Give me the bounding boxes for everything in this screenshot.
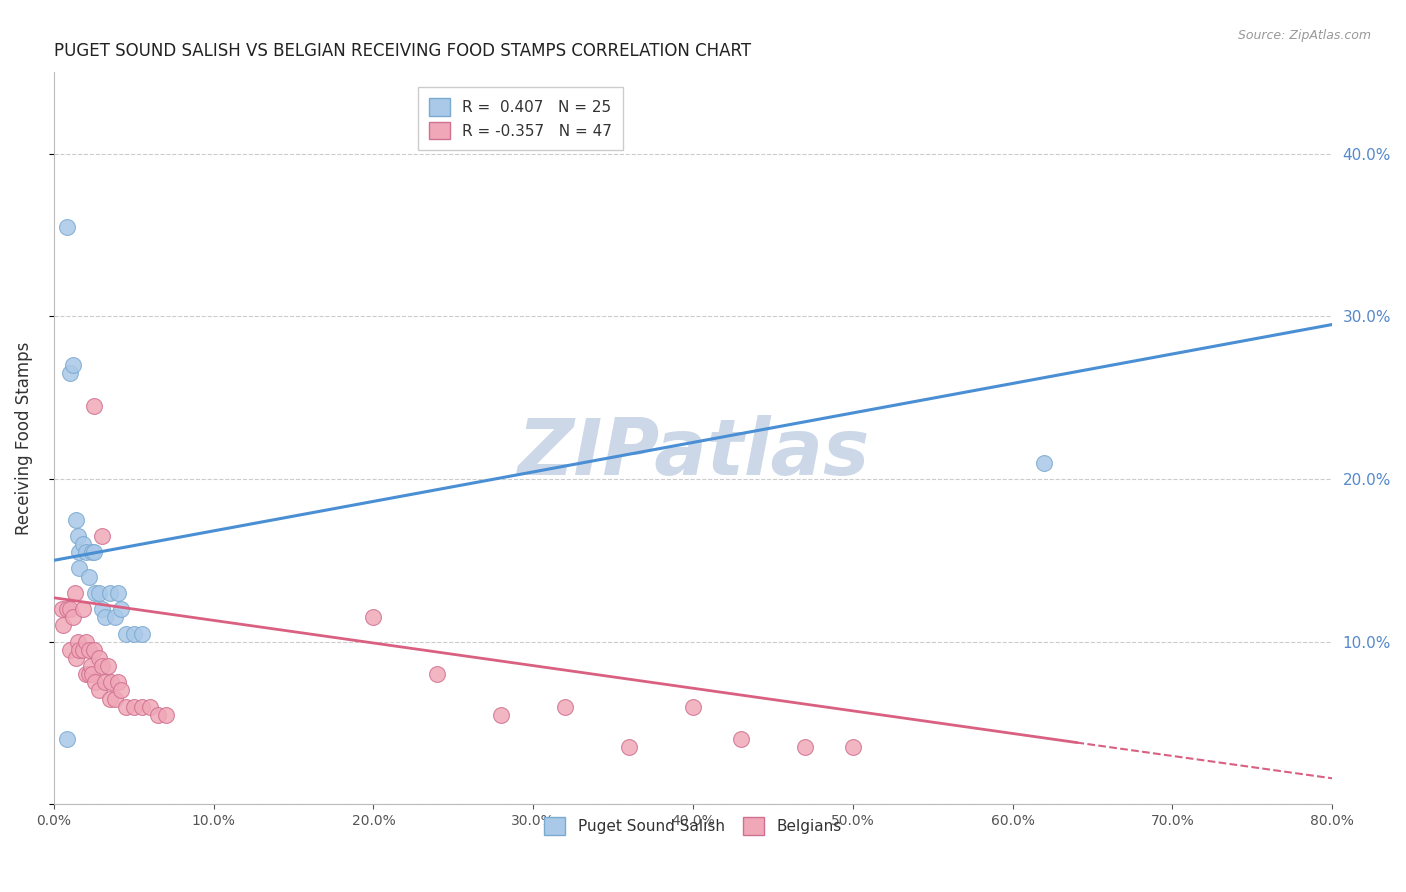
Point: [94, 610, 117, 624]
Point: [65, 651, 87, 665]
Point: [83, 642, 105, 657]
Point: [72, 602, 94, 616]
Point: [59, 602, 82, 616]
Point: [617, 740, 640, 755]
Text: ZIPatlas: ZIPatlas: [517, 415, 869, 491]
Point: [75, 634, 97, 648]
Point: [90, 529, 112, 543]
Point: [67, 561, 90, 575]
Point: [842, 740, 865, 755]
Point: [72, 642, 94, 657]
Point: [84, 586, 107, 600]
Point: [65, 513, 87, 527]
Point: [730, 732, 752, 747]
Point: [155, 707, 177, 722]
Point: [55, 602, 77, 616]
Point: [97, 659, 120, 673]
Text: Source: ZipAtlas.com: Source: ZipAtlas.com: [1237, 29, 1371, 42]
Point: [84, 675, 107, 690]
Point: [110, 602, 132, 616]
Y-axis label: Receiving Food Stamps: Receiving Food Stamps: [15, 342, 32, 535]
Point: [79, 659, 101, 673]
Point: [122, 699, 145, 714]
Point: [83, 545, 105, 559]
Point: [98, 691, 121, 706]
Legend: Puget Sound Salish, Belgians: Puget Sound Salish, Belgians: [534, 808, 851, 844]
Point: [87, 683, 110, 698]
Point: [82, 545, 104, 559]
Point: [1033, 456, 1056, 470]
Point: [63, 586, 86, 600]
Point: [103, 610, 125, 624]
Point: [110, 683, 132, 698]
Point: [489, 707, 512, 722]
Point: [77, 642, 100, 657]
Point: [107, 675, 129, 690]
Point: [75, 545, 97, 559]
Point: [66, 529, 89, 543]
Point: [75, 667, 97, 681]
Point: [138, 699, 160, 714]
Point: [55, 219, 77, 234]
Point: [87, 586, 110, 600]
Point: [146, 707, 169, 722]
Point: [77, 569, 100, 583]
Point: [72, 537, 94, 551]
Point: [83, 399, 105, 413]
Point: [98, 586, 121, 600]
Point: [107, 586, 129, 600]
Point: [52, 618, 75, 632]
Point: [55, 732, 77, 747]
Point: [94, 675, 117, 690]
Point: [554, 699, 576, 714]
Point: [100, 675, 122, 690]
Point: [90, 602, 112, 616]
Point: [363, 610, 385, 624]
Point: [114, 626, 136, 640]
Text: PUGET SOUND SALISH VS BELGIAN RECEIVING FOOD STAMPS CORRELATION CHART: PUGET SOUND SALISH VS BELGIAN RECEIVING …: [53, 42, 751, 60]
Point: [793, 740, 815, 755]
Point: [426, 667, 449, 681]
Point: [122, 626, 145, 640]
Point: [103, 691, 125, 706]
Point: [66, 634, 89, 648]
Point: [90, 659, 112, 673]
Point: [77, 667, 100, 681]
Point: [67, 545, 90, 559]
Point: [62, 610, 84, 624]
Point: [51, 602, 73, 616]
Point: [62, 358, 84, 372]
Point: [682, 699, 704, 714]
Point: [131, 699, 153, 714]
Point: [87, 651, 110, 665]
Point: [114, 699, 136, 714]
Point: [59, 642, 82, 657]
Point: [82, 667, 104, 681]
Point: [59, 367, 82, 381]
Point: [67, 642, 90, 657]
Point: [131, 626, 153, 640]
